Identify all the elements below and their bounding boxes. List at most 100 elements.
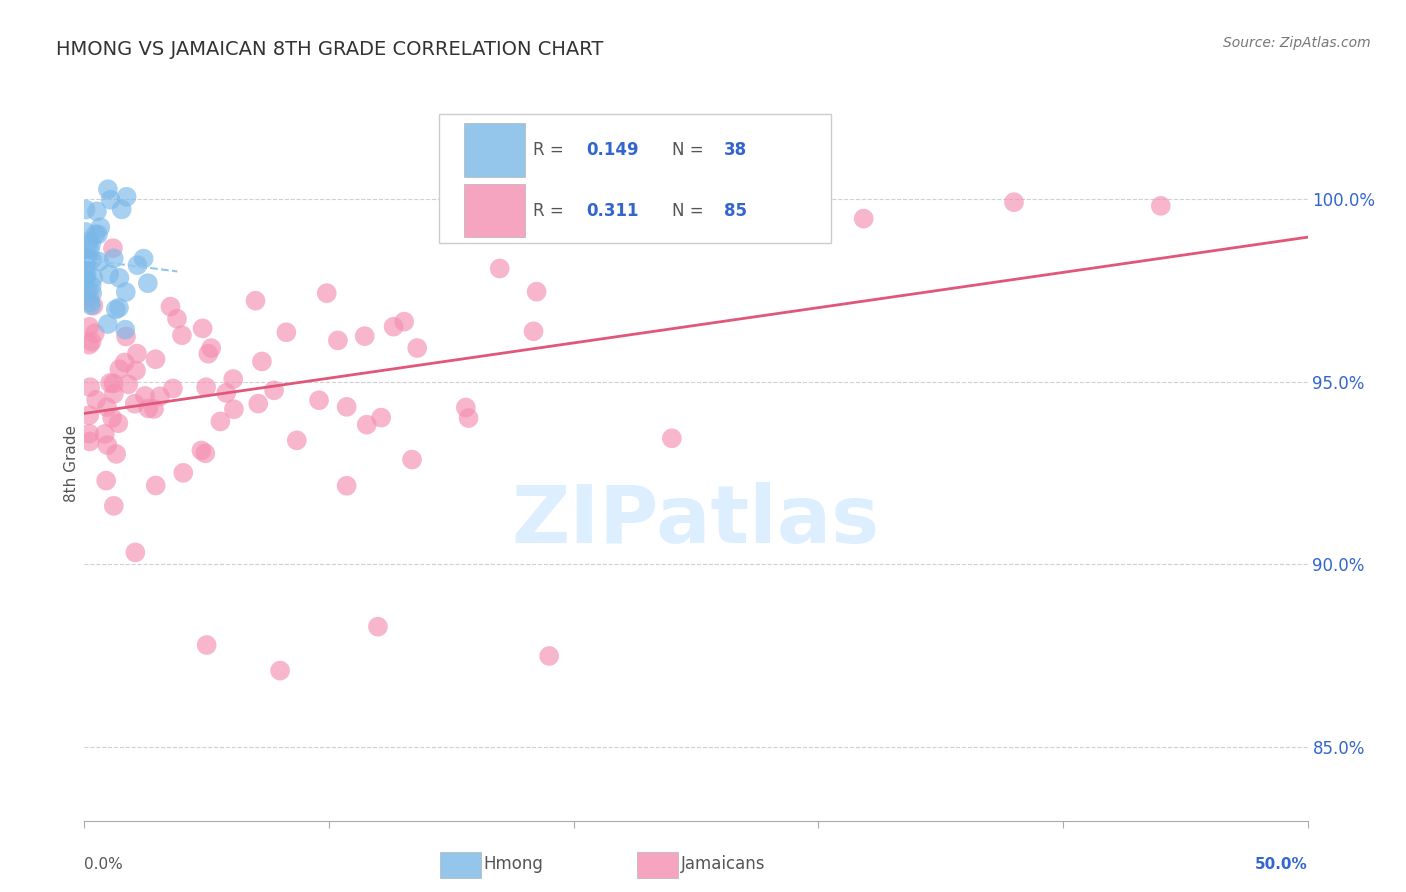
Point: [195, 380, 218, 394]
Point: [132, 252, 155, 266]
Text: 50.0%: 50.0%: [1254, 857, 1308, 872]
Point: [124, 397, 146, 411]
Point: [172, 466, 194, 480]
Point: [105, 447, 128, 461]
Point: [82, 299, 104, 313]
Point: [454, 401, 477, 415]
Point: [89, 254, 111, 268]
Point: [356, 417, 378, 432]
Point: [98, 268, 121, 282]
Point: [80, 278, 103, 293]
FancyBboxPatch shape: [439, 114, 831, 243]
Point: [852, 211, 875, 226]
Point: [108, 362, 131, 376]
Point: [77, 234, 100, 248]
FancyBboxPatch shape: [464, 123, 524, 177]
Point: [145, 478, 167, 492]
Point: [250, 354, 273, 368]
Point: [222, 372, 245, 386]
Point: [1002, 195, 1025, 210]
Point: [125, 346, 148, 360]
Point: [84, 392, 107, 407]
Point: [367, 620, 389, 634]
Point: [127, 258, 149, 272]
Point: [661, 431, 683, 445]
Point: [97, 182, 120, 196]
Point: [114, 323, 136, 337]
Point: [75, 270, 97, 285]
Point: [124, 545, 146, 559]
Text: Jamaicans: Jamaicans: [681, 855, 765, 873]
Point: [77, 319, 100, 334]
Point: [75, 202, 97, 217]
Point: [80, 298, 103, 312]
Point: [115, 329, 138, 343]
Point: [80, 236, 103, 251]
Point: [111, 202, 134, 217]
Point: [82, 270, 104, 285]
Point: [89, 220, 111, 235]
Text: 85: 85: [724, 202, 747, 219]
Point: [77, 337, 100, 351]
Point: [104, 302, 127, 317]
Point: [149, 389, 172, 403]
Point: [336, 400, 359, 414]
Point: [138, 401, 160, 416]
Point: [97, 317, 120, 331]
Point: [75, 225, 97, 239]
Point: [76, 284, 98, 298]
Point: [136, 276, 159, 290]
Text: 0.0%: 0.0%: [84, 857, 124, 872]
Point: [401, 452, 423, 467]
Point: [406, 341, 429, 355]
Point: [269, 664, 291, 678]
Point: [114, 355, 136, 369]
Point: [76, 268, 98, 283]
Point: [83, 326, 105, 341]
Point: [86, 204, 108, 219]
Point: [247, 396, 270, 410]
FancyBboxPatch shape: [464, 184, 524, 237]
Point: [134, 389, 156, 403]
Point: [382, 319, 405, 334]
Point: [103, 386, 125, 401]
Point: [125, 363, 148, 377]
Point: [200, 341, 222, 355]
Text: R =: R =: [533, 202, 569, 219]
Point: [215, 385, 238, 400]
Text: 38: 38: [724, 141, 747, 159]
Point: [77, 426, 100, 441]
Text: 0.149: 0.149: [586, 141, 638, 159]
Point: [75, 273, 97, 287]
Point: [166, 311, 188, 326]
Point: [145, 352, 167, 367]
Point: [114, 285, 136, 299]
Point: [315, 286, 337, 301]
Point: [115, 190, 138, 204]
Point: [100, 193, 122, 207]
Point: [76, 252, 98, 267]
Point: [79, 380, 101, 394]
Y-axis label: 8th Grade: 8th Grade: [63, 425, 79, 502]
Point: [96, 438, 118, 452]
Point: [326, 334, 349, 348]
Point: [245, 293, 267, 308]
Point: [162, 382, 184, 396]
Point: [103, 252, 125, 266]
Text: R =: R =: [533, 141, 569, 159]
Point: [685, 202, 707, 217]
Point: [84, 227, 107, 242]
Point: [143, 401, 166, 416]
Point: [190, 443, 212, 458]
Point: [170, 328, 193, 343]
Point: [94, 426, 117, 441]
Point: [353, 329, 375, 343]
Text: N =: N =: [672, 141, 709, 159]
Point: [457, 411, 479, 425]
Point: [488, 261, 510, 276]
Point: [195, 638, 218, 652]
Point: [101, 241, 124, 255]
Point: [75, 260, 97, 275]
Text: 0.311: 0.311: [586, 202, 638, 219]
Text: Hmong: Hmong: [484, 855, 544, 873]
